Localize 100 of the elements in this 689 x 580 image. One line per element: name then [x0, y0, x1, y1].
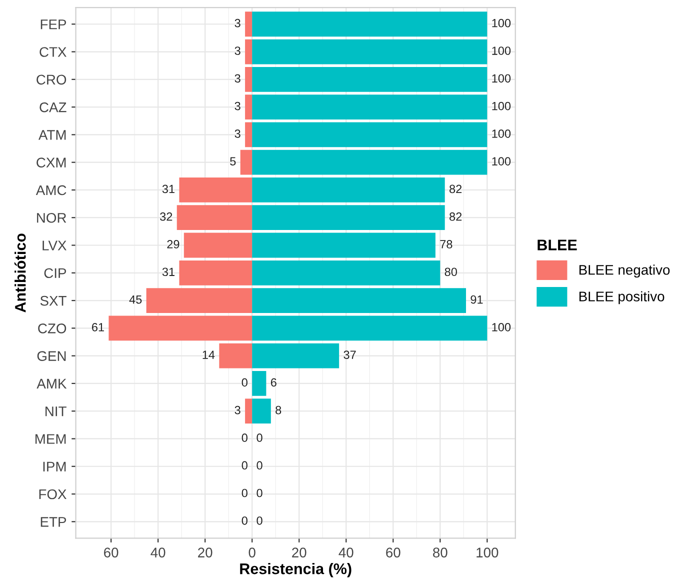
data-label: 0: [242, 434, 248, 442]
data-label: 45: [129, 295, 142, 304]
data-label: 3: [234, 102, 240, 110]
data-label: 3: [234, 129, 240, 138]
data-label: 31: [162, 184, 174, 194]
y-tick-label: ATM: [38, 130, 66, 140]
data-label: 82: [450, 184, 462, 194]
data-label: 32: [160, 212, 172, 221]
x-tick-label: 40: [338, 548, 354, 558]
y-tick-label: NIT: [46, 406, 66, 416]
bar: [252, 316, 488, 341]
data-label: 3: [234, 74, 240, 83]
x-tick-label: 100: [476, 548, 498, 558]
legend-title: BLEE: [538, 240, 577, 250]
x-tick-label: 40: [150, 548, 166, 558]
bar: [252, 205, 445, 230]
data-label: 100: [492, 18, 511, 28]
y-tick-label: IPM: [43, 462, 66, 472]
bar: [176, 205, 252, 230]
bar: [179, 260, 252, 286]
data-label: 100: [492, 74, 511, 83]
y-tick-label: CZO: [38, 324, 66, 334]
bar: [252, 94, 488, 120]
data-label: 0: [242, 516, 248, 525]
bar: [240, 150, 252, 175]
bar: [184, 232, 252, 258]
y-tick-label: AMC: [36, 185, 66, 196]
bar: [219, 343, 252, 368]
bar: [252, 260, 440, 286]
bar: [245, 94, 252, 120]
x-tick-label: 60: [104, 548, 118, 558]
y-tick-label: LVX: [42, 240, 66, 250]
bar: [252, 178, 445, 202]
data-label: 0: [256, 516, 262, 525]
bar: [108, 316, 252, 341]
bar: [146, 288, 252, 313]
x-tick-label: 0: [248, 548, 256, 558]
data-label: 100: [492, 46, 511, 55]
bar: [252, 343, 340, 368]
x-tick-label: 80: [433, 548, 448, 558]
data-label: 29: [167, 240, 180, 248]
bar: [252, 371, 266, 396]
bar: [252, 232, 436, 258]
y-tick-label: SXT: [40, 296, 66, 306]
bar: [245, 122, 252, 148]
data-label: 0: [256, 488, 262, 498]
data-label: 82: [450, 212, 462, 221]
bar: [252, 150, 488, 175]
data-label: 0: [242, 488, 248, 498]
y-tick-label: AMK: [36, 378, 67, 388]
bar: [252, 66, 488, 92]
data-label: 100: [492, 129, 511, 138]
bar: [252, 398, 271, 424]
data-label: 3: [234, 46, 240, 55]
data-label: 31: [162, 268, 174, 276]
data-label: 6: [270, 378, 276, 387]
data-label: 14: [202, 350, 215, 359]
y-tick-label: NOR: [37, 212, 66, 223]
data-label: 5: [230, 157, 236, 166]
data-label: 91: [470, 295, 483, 304]
data-label: 3: [234, 406, 240, 414]
bar: [252, 122, 488, 148]
data-label: 100: [492, 157, 511, 166]
legend-label: BLEE negativo: [579, 264, 670, 278]
y-axis-title: Antibiótico: [14, 234, 26, 312]
bar: [252, 39, 488, 64]
x-axis-title: Resistencia (%): [240, 562, 352, 578]
data-label: 78: [440, 240, 452, 248]
y-tick-label: MEM: [36, 434, 66, 444]
legend-label: BLEE positivo: [579, 291, 664, 304]
y-tick-label: CXM: [36, 158, 66, 168]
y-tick-label: ETP: [40, 517, 66, 527]
data-label: 0: [256, 434, 262, 442]
data-label: 0: [242, 461, 248, 470]
data-label: 100: [492, 322, 511, 332]
x-tick-label: 20: [198, 548, 212, 558]
y-tick-label: FOX: [39, 489, 66, 500]
bar: [245, 12, 252, 37]
bar: [179, 178, 252, 202]
bar: [245, 39, 252, 64]
y-tick-label: CTX: [40, 47, 66, 57]
data-label: 8: [276, 406, 282, 414]
y-tick-label: FEP: [40, 20, 66, 30]
bar: [252, 288, 466, 313]
x-tick-label: 60: [386, 548, 400, 558]
bar: [245, 398, 252, 424]
data-label: 100: [492, 102, 511, 110]
data-label: 0: [242, 378, 248, 387]
y-tick-label: CIP: [44, 268, 66, 278]
bar: [245, 66, 252, 92]
bar: [252, 12, 488, 37]
data-label: 80: [444, 268, 457, 276]
y-tick-label: CRO: [36, 74, 66, 85]
y-tick-label: CAZ: [40, 102, 66, 112]
data-label: 3: [234, 18, 240, 28]
data-label: 37: [344, 350, 356, 359]
data-label: 0: [256, 461, 262, 470]
x-tick-label: 20: [292, 548, 306, 558]
y-tick-label: GEN: [37, 351, 66, 361]
data-label: 61: [92, 322, 104, 332]
